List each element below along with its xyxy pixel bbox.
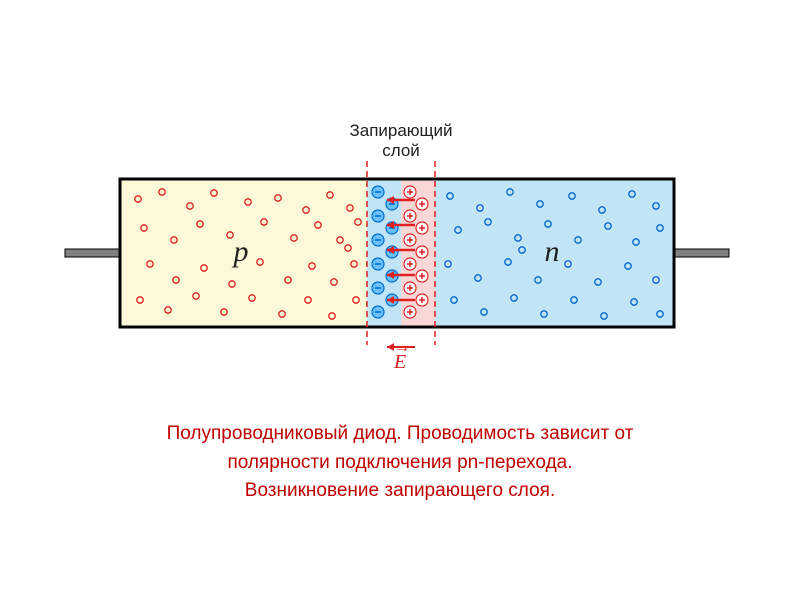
- junction-label: Запирающий слой: [337, 121, 465, 161]
- diode-diagram: [0, 0, 800, 600]
- field-vector-label: E→: [394, 351, 406, 374]
- n-region-label: n: [545, 235, 560, 269]
- p-region-label: p: [234, 235, 249, 269]
- junction-label-line2: слой: [337, 141, 465, 161]
- caption-line2: полярности подключения pn-перехода.: [0, 449, 800, 478]
- caption: Полупроводниковый диод. Проводимость зав…: [0, 420, 800, 506]
- junction-label-line1: Запирающий: [337, 121, 465, 141]
- caption-line1: Полупроводниковый диод. Проводимость зав…: [0, 420, 800, 449]
- caption-line3: Возникновение запирающего слоя.: [0, 477, 800, 506]
- field-symbol: E→: [394, 351, 406, 373]
